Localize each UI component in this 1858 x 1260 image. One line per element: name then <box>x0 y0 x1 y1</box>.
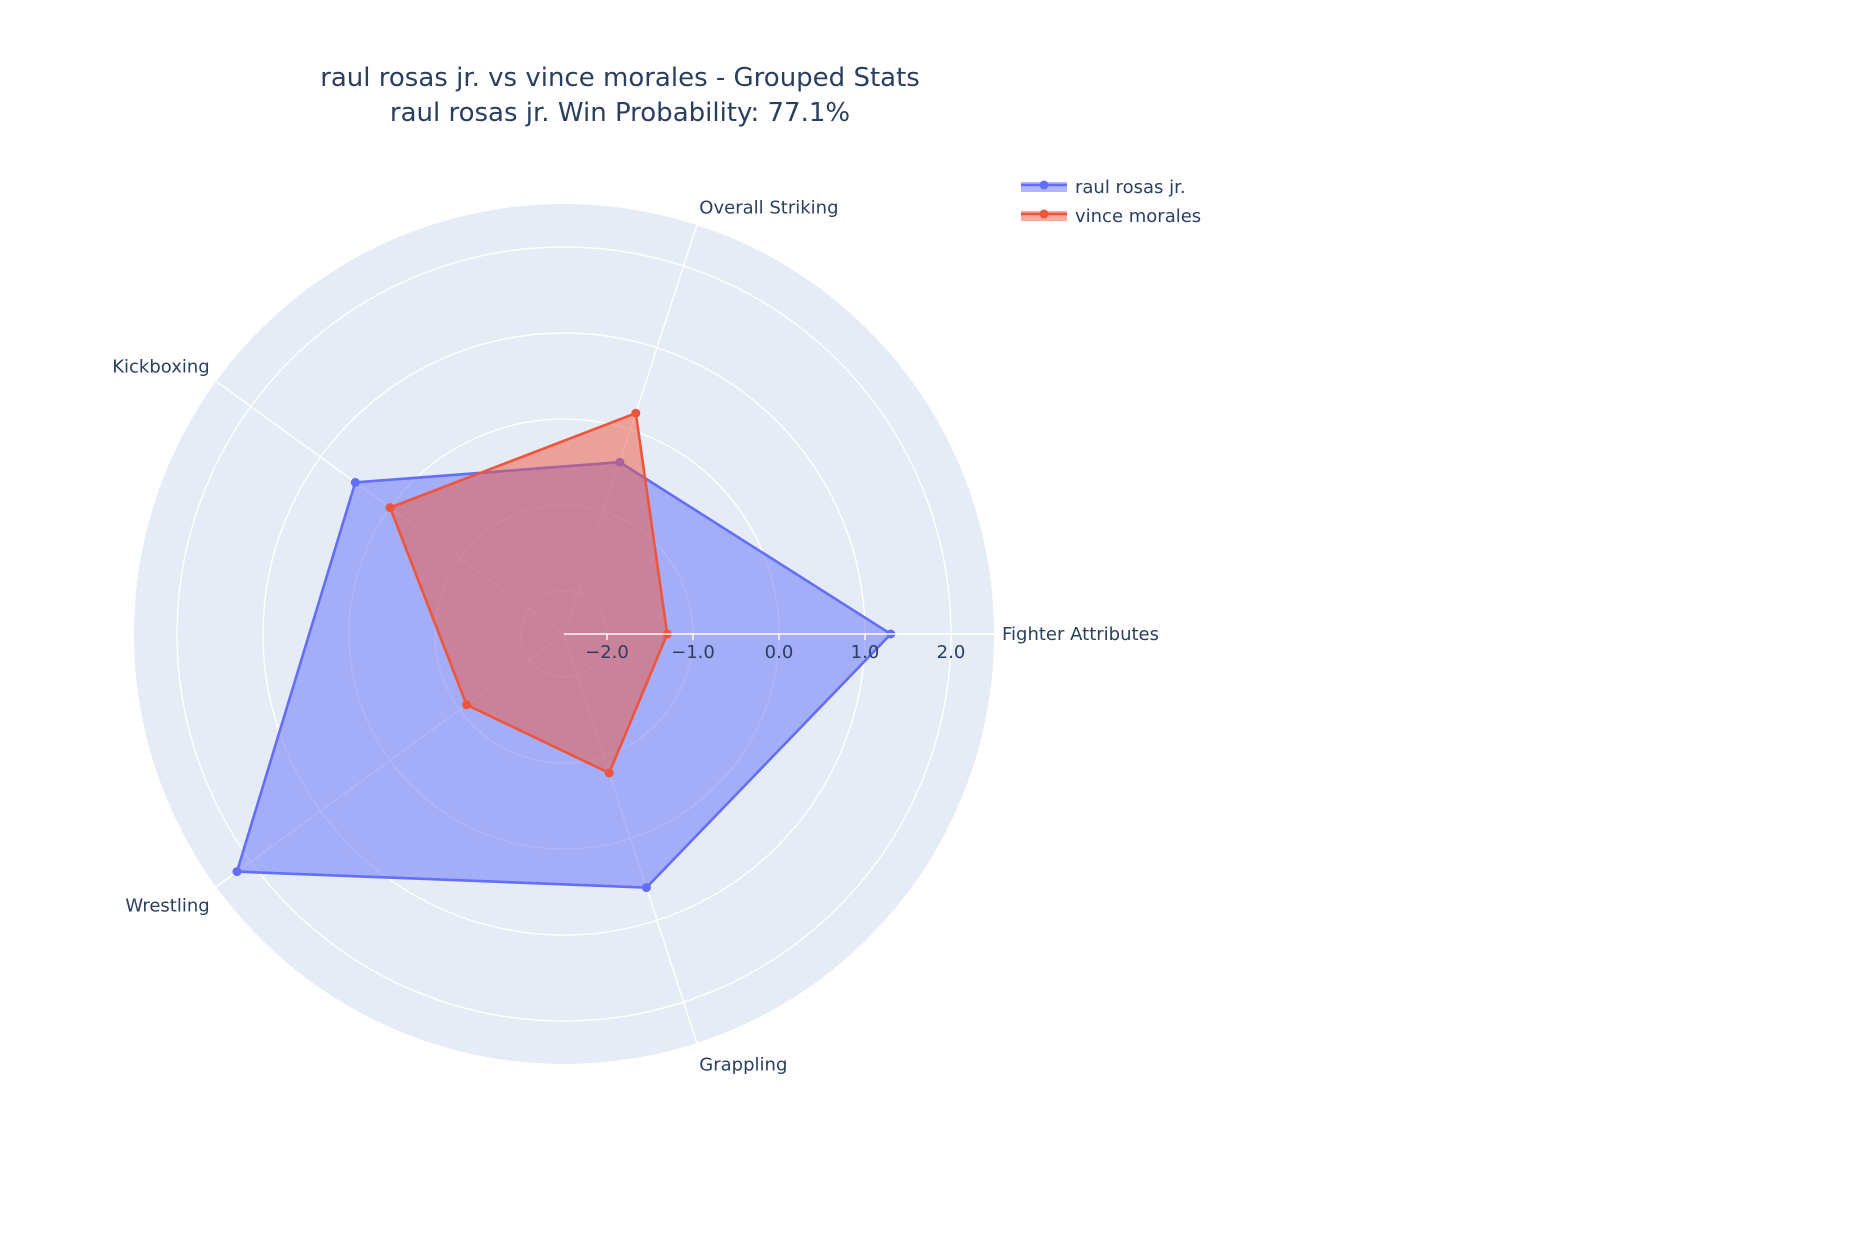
chart-title: raul rosas jr. vs vince morales - Groupe… <box>320 63 920 93</box>
data-point <box>350 477 360 487</box>
angular-axis-label: Fighter Attributes <box>1002 624 1159 645</box>
radial-tick-label: −1.0 <box>671 642 715 663</box>
data-point <box>641 883 651 893</box>
angular-axis-labels: Fighter Attributes Overall Striking Kickbo… <box>112 197 1159 1075</box>
legend-label: vince morales <box>1075 206 1201 227</box>
data-point <box>232 867 242 877</box>
legend-item[interactable]: raul rosas jr. <box>1021 177 1186 198</box>
legend-marker <box>1039 180 1049 190</box>
legend: raul rosas jr. vince morales <box>1021 177 1201 227</box>
data-point <box>462 700 472 710</box>
radial-tick-label: 2.0 <box>937 642 966 663</box>
data-point <box>604 768 614 778</box>
angular-axis-label: Overall Striking <box>699 197 838 218</box>
angular-axis-label: Grappling <box>699 1055 787 1076</box>
legend-marker <box>1039 209 1049 219</box>
legend-item[interactable]: vince morales <box>1021 206 1201 227</box>
radial-axis-ticks: −2.0 −1.0 0.0 1.0 2.0 <box>564 633 994 663</box>
data-point <box>385 503 395 513</box>
angular-axis-label: Kickboxing <box>112 357 210 378</box>
legend-label: raul rosas jr. <box>1075 177 1186 198</box>
radial-tick-label: 1.0 <box>851 642 880 663</box>
series-layer <box>232 408 896 893</box>
angular-axis-label: Wrestling <box>125 895 209 916</box>
series-area-1 <box>388 411 669 775</box>
data-point <box>631 408 641 418</box>
radial-tick-label: −2.0 <box>585 642 629 663</box>
chart-subtitle: raul rosas jr. Win Probability: 77.1% <box>390 98 850 128</box>
radial-tick-label: 0.0 <box>765 642 794 663</box>
